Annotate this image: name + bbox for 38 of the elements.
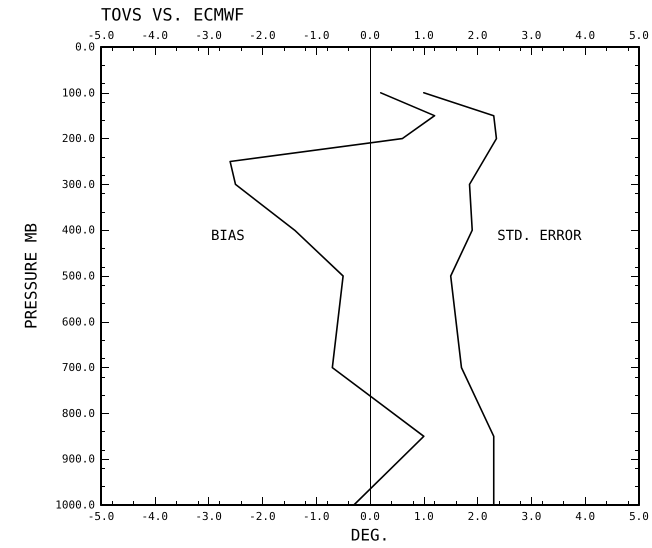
x2-tick-label: 3.0 bbox=[521, 29, 542, 42]
x-tick-label: -2.0 bbox=[249, 510, 276, 523]
y-tick-label: 700.0 bbox=[62, 361, 95, 374]
x2-tick-label: 1.0 bbox=[414, 29, 434, 42]
x-axis-title: DEG. bbox=[350, 525, 390, 544]
y-axis-title: PRESSURE MB bbox=[22, 223, 40, 329]
y-tick-label: 500.0 bbox=[62, 270, 95, 282]
x-tick-label: -1.0 bbox=[302, 510, 330, 523]
x2-tick-label: 0.0 bbox=[360, 29, 380, 42]
x-tick-label: 0.0 bbox=[360, 510, 380, 523]
y-tick-label: 100.0 bbox=[62, 86, 95, 100]
x-tick-label: -5.0 bbox=[88, 510, 114, 523]
x-tick-label: -3.0 bbox=[195, 510, 222, 523]
x-tick-label: 4.0 bbox=[575, 510, 596, 523]
y-tick-label: 1000.0 bbox=[55, 498, 95, 512]
x2-tick-label: -4.0 bbox=[142, 29, 168, 42]
y-tick-label: 200.0 bbox=[62, 132, 95, 146]
x-tick-label: -4.0 bbox=[142, 510, 168, 523]
y-tick-label: 400.0 bbox=[62, 224, 95, 237]
x2-tick-label: -5.0 bbox=[88, 29, 114, 42]
x2-tick-label: -3.0 bbox=[195, 29, 222, 42]
y-tick-label: 300.0 bbox=[62, 178, 95, 191]
y-tick-label: 900.0 bbox=[62, 452, 95, 466]
x2-tick-label: -2.0 bbox=[249, 29, 276, 42]
x2-tick-label: 4.0 bbox=[575, 29, 596, 42]
text: BIAS bbox=[210, 228, 245, 244]
x-tick-label: 2.0 bbox=[468, 510, 488, 523]
x2-tick-label: 5.0 bbox=[629, 29, 649, 42]
x2-tick-label: 2.0 bbox=[468, 29, 488, 42]
y-tick-label: 0.0 bbox=[75, 40, 95, 54]
x-tick-label: 5.0 bbox=[629, 510, 649, 523]
x-tick-label: 1.0 bbox=[414, 510, 434, 523]
y-tick-label: 800.0 bbox=[62, 406, 95, 420]
chart-title: TOVS VS. ECMWF bbox=[101, 6, 244, 26]
series-label: STD. ERROR bbox=[497, 228, 582, 244]
y-tick-label: 600.0 bbox=[62, 315, 95, 328]
x2-tick-label: -1.0 bbox=[302, 29, 330, 42]
x-tick-label: 3.0 bbox=[521, 510, 542, 523]
